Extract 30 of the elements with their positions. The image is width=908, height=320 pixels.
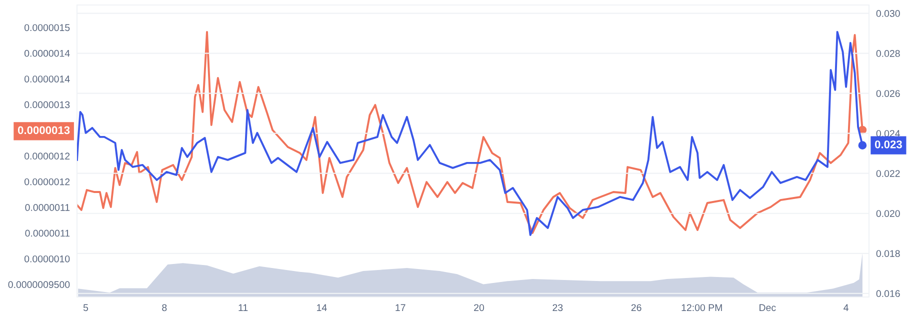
x-tick-label: 8 [162, 304, 167, 312]
y-tick-label: 0.0000014 [24, 50, 70, 57]
x-tick-label: 5 [83, 304, 88, 312]
y-tick-label: 0.0000011 [25, 230, 70, 237]
x-tick-label: 14 [317, 304, 327, 311]
y-tick-label: 0.0000014 [24, 76, 70, 82]
x-tick-label: Dec [760, 304, 776, 312]
x-tick-label: 20 [474, 304, 484, 312]
y2-tick-label: 0.022 [876, 170, 900, 177]
x-tick-label: 17 [396, 304, 406, 311]
y2-tick-label: 0.030 [876, 10, 900, 17]
y-tick-label: 0.0000012 [24, 178, 70, 186]
y2-tick-label: 0.028 [876, 50, 900, 57]
y-tick-label: 0.0000013 [24, 101, 70, 108]
y-tick-label: 0.0000009500 [8, 281, 70, 288]
y2-tick-label: 0.026 [876, 90, 900, 97]
y2-tick-label: 0.016 [876, 290, 900, 298]
y-tick-label: 0.0000012 [24, 152, 70, 160]
y2-tick-label: 0.020 [876, 210, 900, 217]
x-tick-label: 23 [552, 304, 563, 312]
x-tick-label: 12:00 PM [682, 304, 722, 312]
y-tick-label: 0.0000013 [18, 126, 70, 134]
y-tick-label: 0.0000015 [24, 24, 70, 32]
y-tick-label: 0.0000010 [24, 255, 70, 262]
x-tick-label: 4 [844, 304, 848, 311]
x-tick-label: 11 [238, 304, 248, 311]
y2-tick-label: 0.018 [876, 250, 900, 258]
x-tick-label: 26 [631, 304, 642, 312]
data-label: 0.023 [874, 140, 902, 148]
y-tick-label: 0.0000011 [25, 204, 70, 211]
